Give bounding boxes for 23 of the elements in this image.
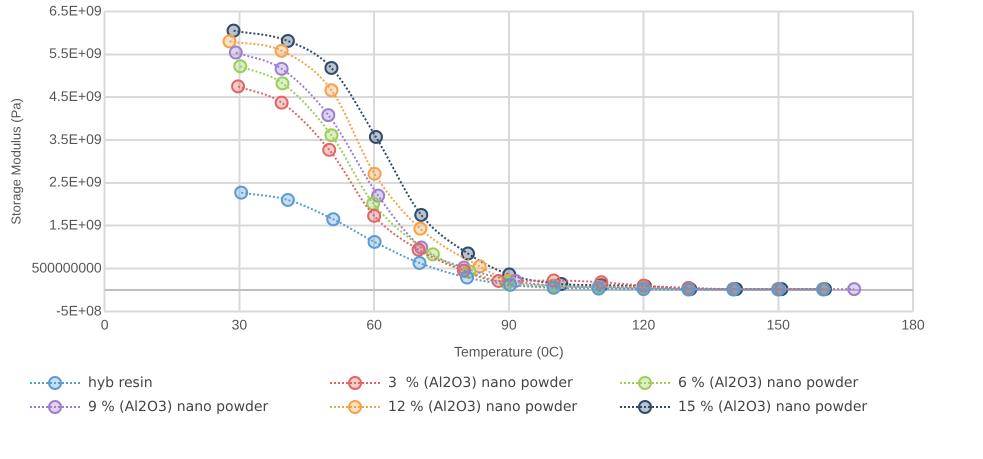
y-tick-label: -5E+08 (56, 302, 102, 318)
x-tick-label: 60 (366, 316, 382, 333)
x-tick-label: 120 (632, 316, 656, 333)
x-tick-label: 150 (766, 316, 790, 333)
legend-label: 12 % (Al2O3) nano powder (388, 399, 578, 415)
y-axis-title: Storage Modulus (Pa) (8, 98, 24, 225)
x-tick-label: 180 (901, 316, 925, 333)
legend-label: hyb resin (88, 375, 153, 391)
x-axis-title: Temperature (0C) (454, 343, 564, 360)
y-tick-label: 1.5E+09 (49, 216, 102, 233)
legend-label: 6 % (Al2O3) nano powder (678, 375, 858, 391)
x-tick-label: 0 (100, 316, 109, 333)
y-tick-label: 5.5E+09 (49, 45, 102, 62)
y-tick-label: 6.5E+09 (49, 2, 102, 18)
y-tick-label: 4.5E+09 (49, 88, 102, 104)
legend-label: 3 % (Al2O3) nano powder (388, 375, 573, 391)
x-tick-label: 90 (501, 316, 517, 333)
x-tick-label: 30 (232, 316, 248, 333)
y-tick-label: 2.5E+09 (49, 174, 102, 190)
y-tick-label: 500000000 (32, 259, 102, 276)
legend-label: 15 % (Al2O3) nano powder (678, 399, 868, 415)
legend-label: 9 % (Al2O3) nano powder (88, 399, 268, 415)
y-tick-label: 3.5E+09 (49, 130, 102, 147)
